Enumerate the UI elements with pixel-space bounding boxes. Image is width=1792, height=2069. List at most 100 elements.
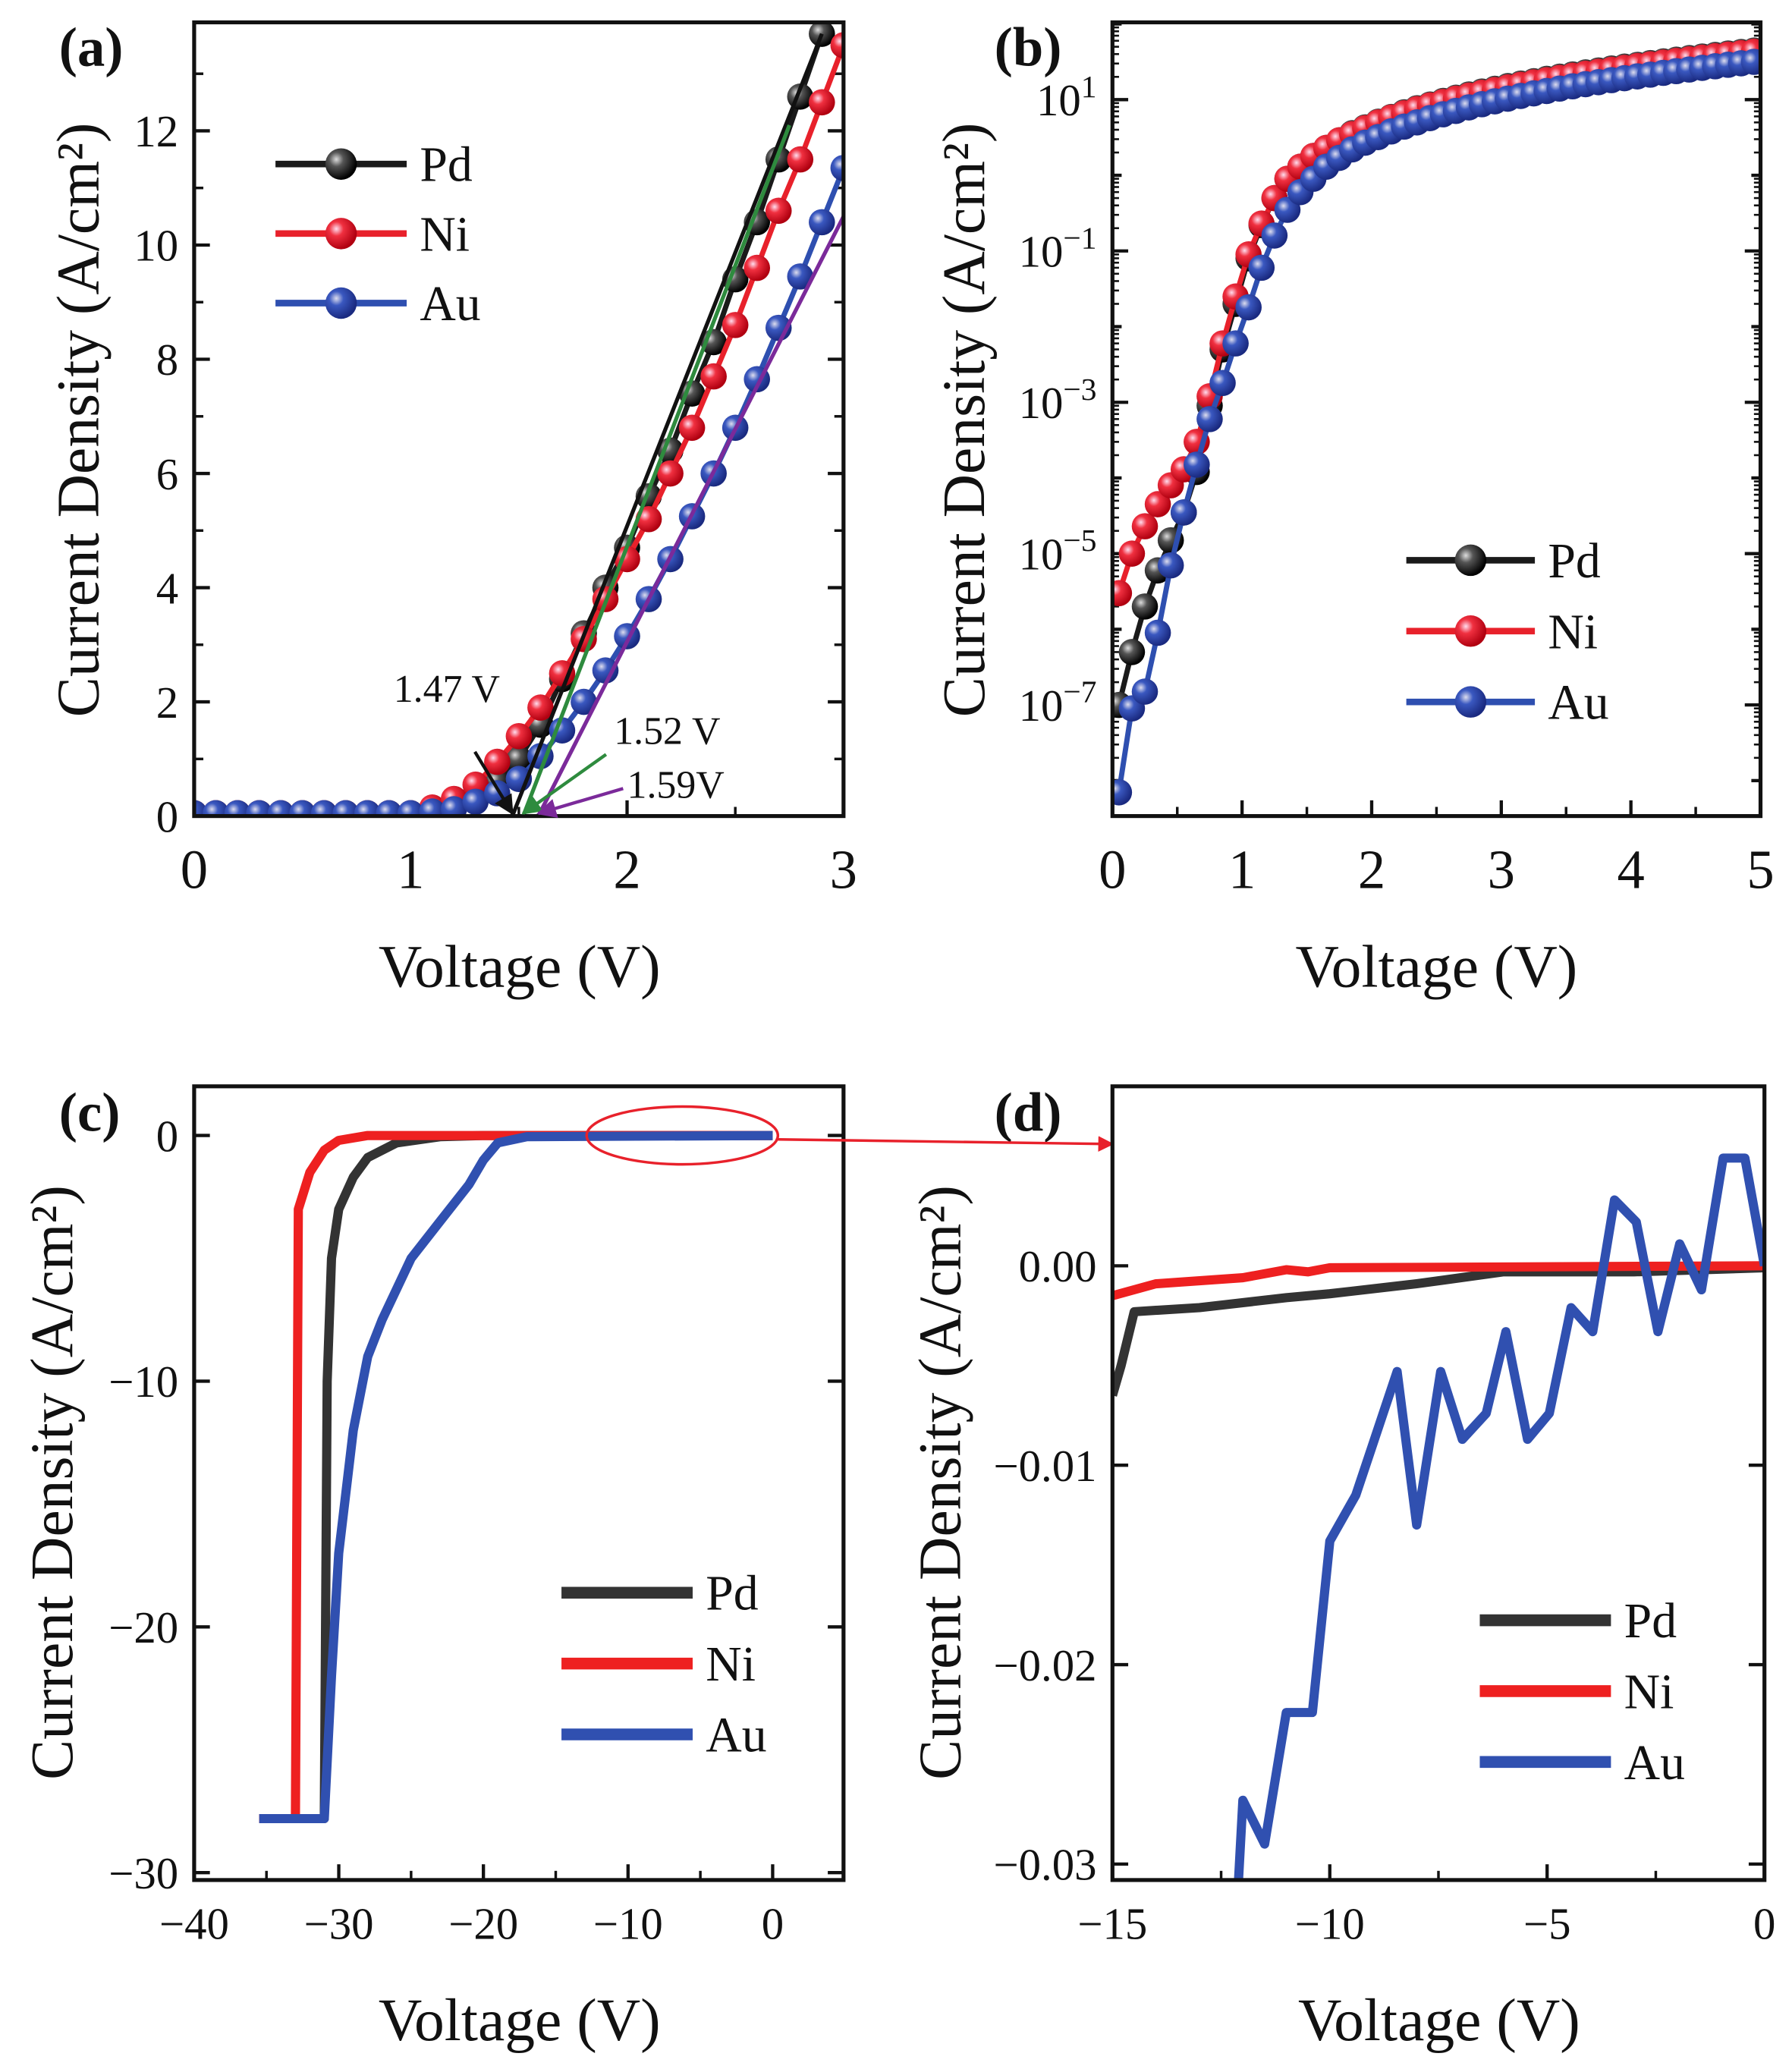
x-tick-label: 1 <box>1228 839 1256 901</box>
legend-marker-pd <box>1454 544 1487 577</box>
x-tick-label: 2 <box>1358 839 1385 901</box>
x-tick-label: −10 <box>593 1900 663 1949</box>
data-point-ni <box>830 32 844 58</box>
data-point-au <box>571 688 597 715</box>
y-tick-label: 0 <box>156 1112 178 1161</box>
legend-label-ni: Ni <box>706 1637 756 1692</box>
y-tick-exponent: 1 <box>1081 69 1097 104</box>
fit-line <box>510 33 824 816</box>
legend-marker-ni <box>1454 615 1487 647</box>
x-tick-label: 0 <box>181 839 208 901</box>
plot-area <box>1112 1153 1765 1880</box>
y-tick-base: 10 <box>1019 379 1064 428</box>
y-tick-label: 10−1 <box>1019 220 1097 276</box>
series-line-au <box>1234 1153 1765 1880</box>
legend-label-pd: Pd <box>706 1566 759 1621</box>
x-tick-label: 2 <box>613 839 640 901</box>
data-point-au <box>592 657 619 684</box>
y-tick-label: 10−3 <box>1019 372 1097 428</box>
data-point-au <box>310 800 338 816</box>
legend-marker-ni <box>325 218 357 250</box>
plot-frame <box>192 20 846 819</box>
y-tick-label: −10 <box>108 1357 178 1407</box>
data-point-ni <box>1112 580 1133 607</box>
plot-frame <box>1110 20 1763 819</box>
y-tick-label: −0.01 <box>994 1442 1097 1491</box>
data-point-au <box>809 209 835 236</box>
data-point-ni <box>678 414 706 442</box>
data-point-au <box>830 155 844 181</box>
y-tick-exponent: −5 <box>1063 523 1096 558</box>
panel-label-a: (a) <box>59 17 124 78</box>
y-tick-label: 10−5 <box>1019 523 1097 579</box>
data-point-ni <box>1144 491 1171 517</box>
data-point-pd <box>1131 593 1159 620</box>
data-point-au <box>1196 406 1223 432</box>
data-point-ni <box>744 254 771 281</box>
series-line-ni <box>259 1130 773 1824</box>
y-tick-base: 10 <box>1019 681 1064 731</box>
zoom-region-ellipse <box>585 1105 780 1166</box>
series-line-ni <box>1112 1261 1765 1300</box>
xlabel-d: Voltage (V) <box>1298 1987 1580 2054</box>
y-tick-base: 10 <box>1036 76 1081 125</box>
legend-label-pd: Pd <box>1624 1593 1677 1649</box>
data-point-ni <box>484 748 511 775</box>
data-point-ni <box>787 146 814 173</box>
y-tick-label: 8 <box>156 335 178 385</box>
data-point-au <box>419 798 446 816</box>
data-point-ni <box>505 722 533 750</box>
legend-label-ni: Ni <box>1548 604 1598 659</box>
y-tick-base: 10 <box>1019 228 1064 277</box>
data-point-ni <box>527 694 554 721</box>
y-tick-label: −0.02 <box>994 1641 1097 1690</box>
data-point-au <box>203 800 229 816</box>
legend-marker-au <box>1454 686 1487 718</box>
y-tick-label: 2 <box>156 678 178 728</box>
data-point-au <box>462 788 489 816</box>
series-line-au <box>259 1130 773 1824</box>
data-point-au <box>246 800 272 816</box>
x-tick-label: −5 <box>1523 1900 1571 1949</box>
plot-frame <box>1110 1084 1767 1882</box>
legend-label-au: Au <box>1548 675 1608 731</box>
data-point-au <box>1248 254 1275 281</box>
fit-line <box>536 215 844 816</box>
data-point-au <box>289 800 316 816</box>
data-point-au <box>332 800 359 816</box>
data-point-au <box>787 263 814 290</box>
x-tick-label: −30 <box>304 1900 374 1949</box>
legend-label-ni: Ni <box>1624 1664 1674 1719</box>
legend-label-pd: Pd <box>420 137 473 193</box>
ylabel-d: Current Density (A/cm²) <box>907 1185 974 1780</box>
y-tick-label: 0.00 <box>1019 1242 1097 1291</box>
xlabel-a: Voltage (V) <box>379 933 661 1000</box>
legend-label-au: Au <box>1624 1735 1685 1791</box>
data-point-au <box>1170 499 1197 526</box>
data-point-au <box>1144 619 1171 646</box>
data-point-au <box>1209 369 1236 397</box>
y-tick-base: 10 <box>1019 530 1064 579</box>
data-point-ni <box>657 460 684 487</box>
y-tick-label: 10−7 <box>1019 674 1097 731</box>
plot-area <box>1112 37 1761 806</box>
y-tick-exponent: −3 <box>1063 372 1096 407</box>
plot-frame <box>192 1084 846 1882</box>
data-point-au <box>1740 49 1761 75</box>
data-point-au <box>1157 552 1184 579</box>
xlabel-b: Voltage (V) <box>1296 933 1578 1000</box>
ylabel-c: Current Density (A/cm²) <box>19 1185 86 1780</box>
legend-label-ni: Ni <box>420 206 470 262</box>
x-tick-label: 4 <box>1618 839 1645 901</box>
series-line-pd <box>1112 1262 1765 1397</box>
fit-line <box>521 124 791 816</box>
data-point-au <box>1261 222 1288 249</box>
legend-marker-au <box>325 287 357 319</box>
y-tick-label: 0 <box>156 792 178 841</box>
data-point-au <box>397 800 424 816</box>
y-tick-label: −30 <box>108 1849 178 1898</box>
series-line-ni <box>1116 49 1755 594</box>
panel-label-d: (d) <box>995 1082 1062 1143</box>
y-tick-label: −20 <box>108 1603 178 1652</box>
